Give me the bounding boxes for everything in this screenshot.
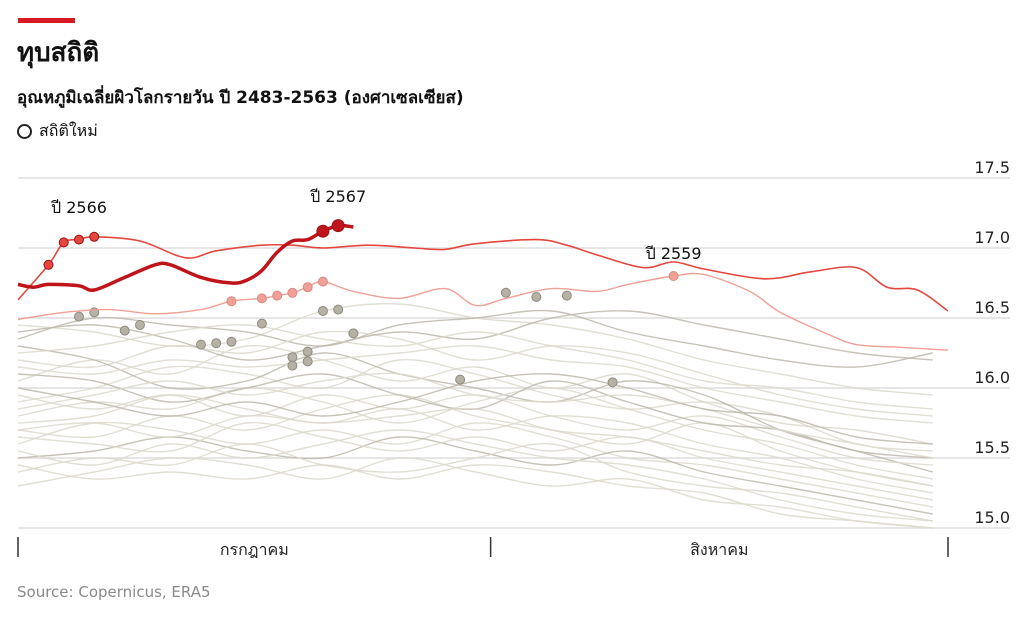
- record-dot: [500, 287, 511, 298]
- record-dot: [119, 325, 130, 336]
- record-dot-y2566: [73, 234, 84, 245]
- annotation-label: ปี 2559: [645, 244, 701, 263]
- x-month-label: สิงหาคม: [690, 540, 748, 559]
- record-dot: [455, 374, 466, 385]
- record-dot: [287, 360, 298, 371]
- background-year-line: [17, 310, 933, 361]
- record-dot-y2566: [89, 231, 100, 242]
- record-dot-y2559: [668, 271, 679, 281]
- y-tick-label: 17.0: [974, 228, 1010, 247]
- background-year-line: [17, 443, 933, 522]
- record-dot-y2567: [331, 219, 345, 233]
- series-line-y2566: [17, 235, 949, 312]
- background-year-line: [17, 387, 933, 480]
- record-dot: [302, 356, 313, 367]
- background-year-line: [17, 457, 933, 529]
- background-year-line: [17, 330, 933, 417]
- record-dot-y2559: [317, 276, 328, 287]
- record-dot-y2567: [316, 224, 330, 238]
- y-tick-label: 16.5: [974, 298, 1010, 317]
- y-tick-label: 15.0: [974, 508, 1010, 527]
- record-dot: [348, 328, 359, 339]
- y-tick-label: 15.5: [974, 438, 1010, 457]
- background-year-line: [17, 309, 933, 368]
- annotation-label: ปี 2566: [51, 198, 107, 217]
- accent-bar: [18, 18, 75, 23]
- record-dot: [333, 304, 344, 315]
- annotation-label: ปี 2567: [310, 187, 366, 206]
- record-dot: [211, 338, 222, 349]
- record-dot: [256, 318, 267, 329]
- background-year-line: [17, 373, 933, 445]
- x-month-label: กรกฎาคม: [220, 540, 289, 559]
- legend: สถิติใหม่: [17, 119, 98, 144]
- record-dot-y2559: [272, 290, 283, 301]
- background-year-line: [17, 324, 933, 410]
- record-dot: [302, 346, 313, 357]
- record-dot: [195, 339, 206, 350]
- record-dot: [607, 377, 618, 388]
- y-tick-label: 17.5: [974, 158, 1010, 177]
- chart-subtitle: อุณหภูมิเฉลี่ยผิวโลกรายวัน ปี 2483-2563 …: [17, 88, 464, 108]
- record-dot-y2559: [302, 282, 313, 293]
- record-dot: [226, 336, 237, 347]
- y-tick-label: 16.0: [974, 368, 1010, 387]
- series-line-y2567: [17, 223, 354, 293]
- legend-label: สถิติใหม่: [39, 121, 98, 140]
- record-dot: [287, 352, 298, 363]
- background-year-line: [17, 345, 933, 424]
- background-year-line: [17, 422, 933, 501]
- background-year-line: [17, 429, 933, 522]
- record-dot-y2559: [226, 296, 237, 307]
- series-line-y2559: [17, 272, 949, 351]
- background-year-line: [17, 407, 933, 487]
- record-dot: [317, 306, 328, 316]
- background-year-line: [17, 344, 933, 445]
- background-year-line: [17, 464, 933, 529]
- record-dot: [134, 320, 145, 330]
- record-dot: [561, 290, 572, 301]
- record-dot: [73, 311, 84, 322]
- chart-title: ทุบสถิติ: [17, 38, 100, 68]
- record-dot-y2559: [256, 293, 267, 304]
- source-note: Source: Copernicus, ERA5: [17, 583, 211, 601]
- record-dot-y2559: [287, 287, 298, 298]
- background-year-line: [17, 372, 933, 459]
- background-year-line: [17, 394, 933, 494]
- record-dot: [531, 292, 542, 302]
- background-year-line: [17, 421, 933, 508]
- record-dot-y2566: [58, 237, 69, 248]
- record-dot-y2566: [43, 259, 54, 270]
- record-circle-icon: [17, 124, 32, 139]
